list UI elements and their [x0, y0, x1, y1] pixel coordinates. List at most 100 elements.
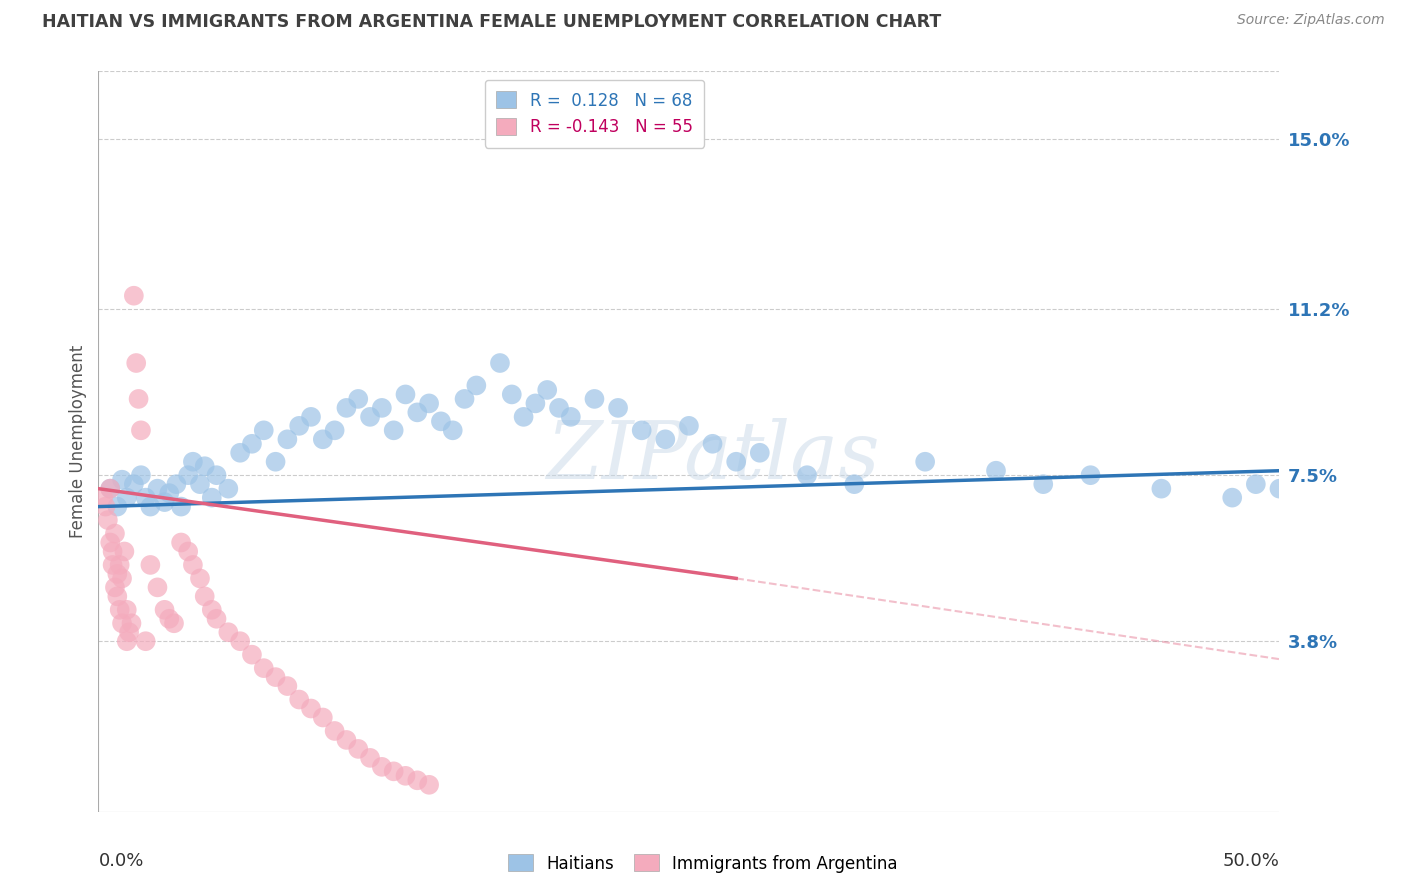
Point — [371, 760, 394, 774]
Point — [312, 710, 335, 724]
Point — [382, 423, 405, 437]
Text: 0.0%: 0.0% — [98, 852, 143, 870]
Point — [335, 401, 357, 415]
Point — [512, 409, 534, 424]
Point — [536, 383, 558, 397]
Point — [108, 603, 131, 617]
Point — [984, 464, 1007, 478]
Point — [105, 566, 128, 581]
Point — [299, 701, 322, 715]
Point — [229, 446, 252, 460]
Point — [135, 491, 157, 505]
Point — [288, 692, 311, 706]
Point — [430, 414, 453, 428]
Point — [101, 544, 124, 558]
Point — [146, 580, 169, 594]
Point — [217, 625, 239, 640]
Point — [125, 356, 148, 370]
Text: ZIPatlas: ZIPatlas — [546, 417, 879, 495]
Point — [122, 289, 145, 303]
Point — [796, 468, 818, 483]
Point — [170, 535, 193, 549]
Point — [188, 571, 211, 585]
Point — [128, 392, 150, 406]
Point — [112, 544, 135, 558]
Point — [1150, 482, 1173, 496]
Point — [129, 468, 152, 483]
Point — [104, 580, 127, 594]
Point — [654, 432, 676, 446]
Point — [323, 723, 346, 738]
Point — [264, 455, 287, 469]
Point — [165, 477, 187, 491]
Point — [382, 764, 405, 779]
Point — [748, 446, 770, 460]
Point — [121, 616, 143, 631]
Point — [607, 401, 630, 415]
Point — [98, 482, 121, 496]
Point — [122, 477, 145, 491]
Point — [253, 661, 276, 675]
Legend: Haitians, Immigrants from Argentina: Haitians, Immigrants from Argentina — [502, 847, 904, 880]
Point — [394, 769, 416, 783]
Point — [97, 513, 120, 527]
Point — [101, 558, 124, 572]
Point — [194, 590, 217, 604]
Point — [406, 773, 429, 788]
Point — [153, 603, 176, 617]
Point — [98, 482, 121, 496]
Point — [157, 486, 180, 500]
Point — [359, 409, 381, 424]
Point — [157, 612, 180, 626]
Point — [111, 473, 134, 487]
Point — [441, 423, 464, 437]
Point — [104, 526, 127, 541]
Point — [524, 396, 547, 410]
Point — [335, 733, 357, 747]
Point — [181, 558, 204, 572]
Text: HAITIAN VS IMMIGRANTS FROM ARGENTINA FEMALE UNEMPLOYMENT CORRELATION CHART: HAITIAN VS IMMIGRANTS FROM ARGENTINA FEM… — [42, 13, 942, 31]
Point — [115, 491, 138, 505]
Point — [914, 455, 936, 469]
Point — [111, 571, 134, 585]
Point — [1292, 473, 1315, 487]
Point — [725, 455, 748, 469]
Point — [347, 742, 370, 756]
Point — [240, 437, 263, 451]
Point — [108, 558, 131, 572]
Point — [702, 437, 724, 451]
Point — [201, 603, 224, 617]
Point — [501, 387, 523, 401]
Point — [253, 423, 276, 437]
Point — [1268, 482, 1291, 496]
Point — [312, 432, 335, 446]
Point — [177, 544, 200, 558]
Point — [288, 418, 311, 433]
Point — [146, 482, 169, 496]
Point — [264, 670, 287, 684]
Point — [418, 778, 440, 792]
Point — [201, 491, 224, 505]
Point — [105, 590, 128, 604]
Point — [465, 378, 488, 392]
Point — [323, 423, 346, 437]
Point — [170, 500, 193, 514]
Point — [153, 495, 176, 509]
Point — [111, 616, 134, 631]
Point — [194, 459, 217, 474]
Point — [489, 356, 512, 370]
Point — [217, 482, 239, 496]
Point — [118, 625, 141, 640]
Point — [181, 455, 204, 469]
Point — [139, 558, 162, 572]
Point — [105, 500, 128, 514]
Point — [205, 612, 228, 626]
Point — [453, 392, 475, 406]
Point — [240, 648, 263, 662]
Text: 50.0%: 50.0% — [1223, 852, 1279, 870]
Point — [115, 603, 138, 617]
Point — [1080, 468, 1102, 483]
Y-axis label: Female Unemployment: Female Unemployment — [69, 345, 87, 538]
Point — [276, 679, 298, 693]
Legend: R =  0.128   N = 68, R = -0.143   N = 55: R = 0.128 N = 68, R = -0.143 N = 55 — [485, 79, 704, 148]
